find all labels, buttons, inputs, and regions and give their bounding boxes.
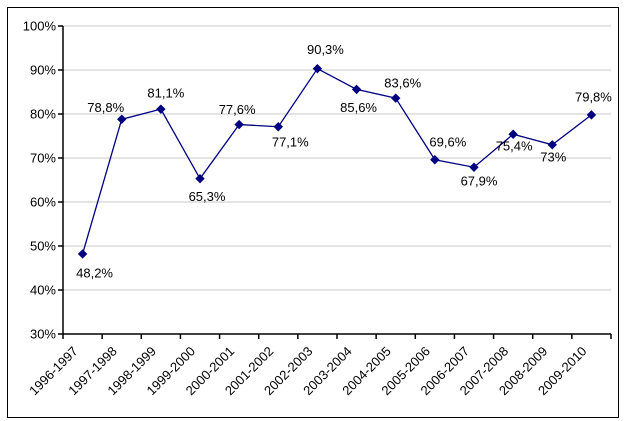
y-tick-label: 70% [30,151,56,166]
y-tick-label: 80% [30,107,56,122]
data-point-marker [273,122,283,132]
data-point-label: 77,1% [272,134,309,149]
data-point-label: 83,6% [384,76,421,91]
data-point-label: 77,6% [219,102,256,117]
data-point-label: 85,6% [340,100,377,115]
data-point-label: 79,8% [575,89,612,104]
y-tick-label: 50% [30,239,56,254]
data-series-line [81,67,592,255]
y-tick-label: 30% [30,327,56,342]
data-point-marker [391,93,401,103]
data-point-label: 90,3% [307,42,344,57]
data-point-marker [312,63,323,74]
y-tick-label: 90% [30,63,56,78]
y-tick-label: 60% [30,195,56,210]
data-point-marker [508,129,518,139]
data-point-label: 81,1% [147,86,184,101]
data-point-marker [77,249,88,259]
data-point-label: 78,8% [87,100,124,115]
data-point-marker [469,162,479,172]
data-point-label: 48,2% [76,265,113,280]
data-point-label: 73% [540,149,566,164]
data-point-marker [117,114,127,124]
data-point-label: 65,3% [189,189,226,204]
data-point-marker [195,173,205,184]
data-point-marker [547,140,557,150]
data-point-label: 67,9% [461,174,498,189]
data-point-marker [351,84,362,95]
data-point-marker [156,104,166,114]
y-tick-label: 100% [23,19,57,34]
data-point-marker [430,155,440,165]
data-point-marker [234,119,244,130]
data-point-label: 75,4% [496,139,533,154]
data-point-marker [586,110,597,120]
y-tick-label: 40% [30,283,56,298]
data-point-label: 69,6% [429,134,466,149]
